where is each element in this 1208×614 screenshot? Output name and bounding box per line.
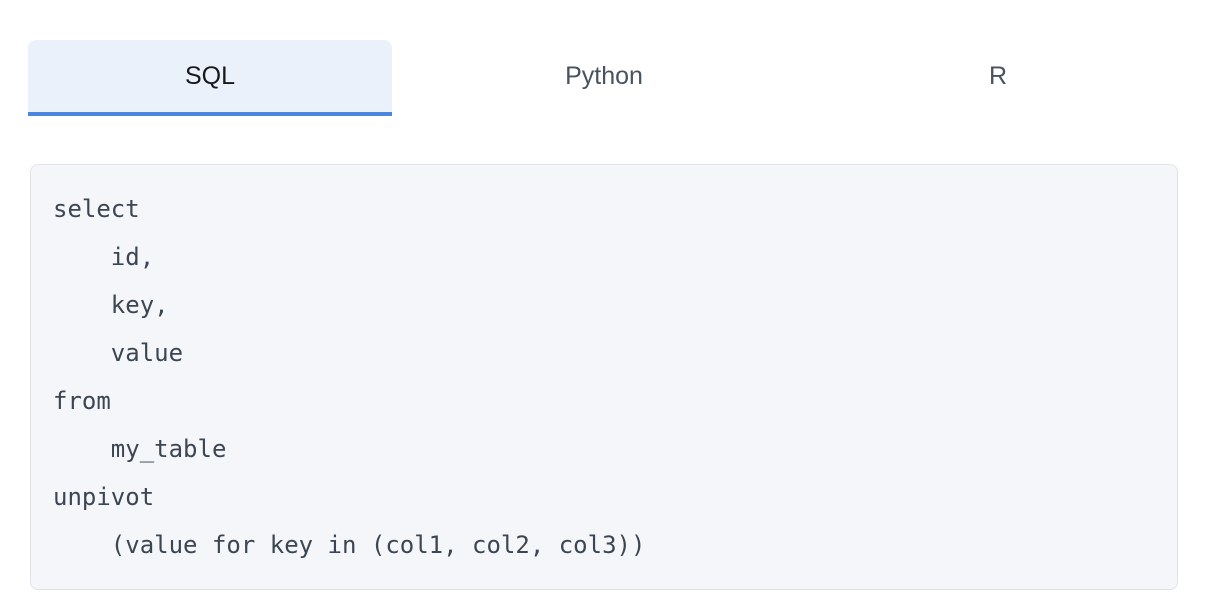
code-language-tab-bar: SQL Python R [28,40,1180,116]
code-block-panel: select id, key, value from my_table unpi… [30,164,1178,590]
tab-r[interactable]: R [816,40,1180,116]
tab-sql[interactable]: SQL [28,40,392,116]
sql-code-content: select id, key, value from my_table unpi… [53,195,646,559]
tab-python[interactable]: Python [422,40,786,116]
